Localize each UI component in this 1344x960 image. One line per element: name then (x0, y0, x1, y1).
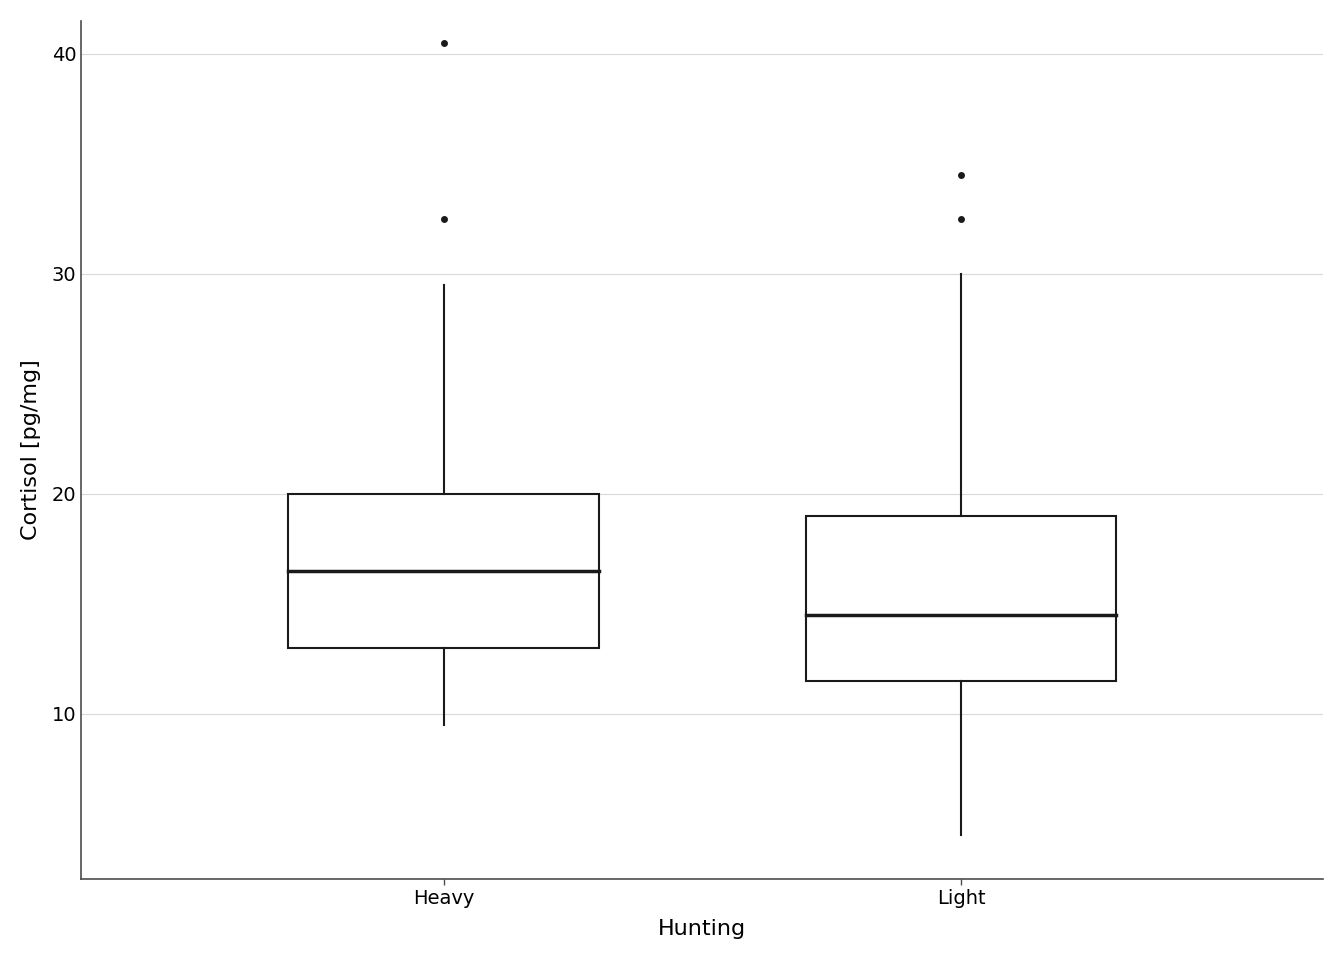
Bar (289, 493, 599, 648)
X-axis label: Hunting: Hunting (659, 919, 746, 939)
Bar (806, 516, 1117, 681)
Y-axis label: Cortisol [pg/mg]: Cortisol [pg/mg] (22, 359, 40, 540)
